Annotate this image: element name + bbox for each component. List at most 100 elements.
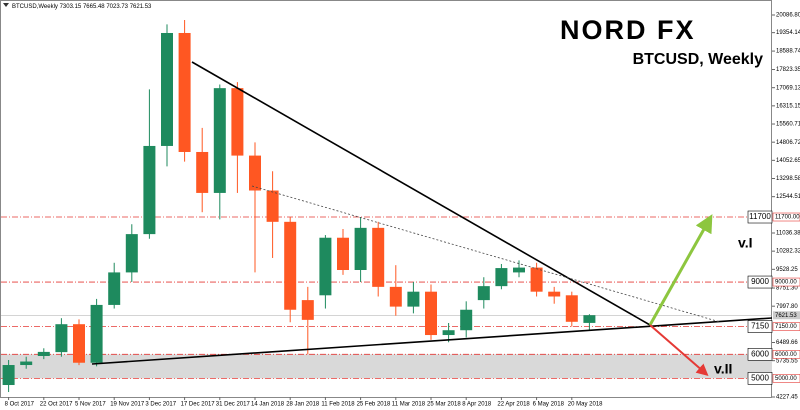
candle-body (477, 286, 490, 301)
annotation: v.I (738, 235, 753, 251)
dotted-trend (251, 185, 721, 323)
candle-body (372, 227, 385, 287)
y-tick-label: 19354.14 (776, 30, 800, 36)
y-tick-label: 20086.80 (776, 13, 800, 19)
level-axis-label: 9000.00 (775, 280, 797, 286)
candle-body (231, 88, 244, 156)
level-box-label: 7150 (751, 322, 769, 331)
axis-layer: 20086.80 19354.14 18588.74 17823.35 17069.13… (5, 13, 800, 408)
candle-body (213, 88, 226, 193)
level-box (747, 320, 773, 333)
menu-icon (3, 3, 9, 7)
x-tick-label: 31 Dec 2017 (216, 402, 251, 408)
resistance-line (191, 61, 651, 326)
candle-body (37, 351, 50, 356)
y-tick-label: 10282.32 (776, 249, 800, 255)
level-label-box (772, 350, 800, 359)
x-tick-label: 19 Nov 2017 (110, 402, 145, 408)
candle-body (125, 234, 138, 273)
x-tick-label: 8 Oct 2017 (5, 402, 35, 408)
candle-body (143, 145, 156, 235)
level-axis-label: 5000.00 (775, 376, 797, 382)
candle-body (20, 361, 33, 366)
candle-body (425, 291, 437, 336)
y-tick-label: 17823.35 (776, 67, 800, 73)
x-tick-label: 25 Mar 2018 (427, 402, 461, 408)
x-tick-label: 20 May 2018 (568, 402, 603, 408)
y-tick-label: 6489.66 (776, 340, 798, 346)
x-tick-label: 3 Dec 2017 (145, 402, 176, 408)
candle-body (337, 237, 349, 271)
y-tick-label: 13298.58 (776, 176, 800, 182)
ohlc-low: 7023.73 (106, 4, 128, 10)
y-tick-label: 14806.72 (776, 140, 800, 146)
candle-body (266, 190, 279, 222)
ohlc-close: 7621.53 (130, 4, 152, 10)
level-box (747, 275, 773, 289)
x-tick-label: 11 Feb 2018 (321, 402, 355, 408)
annotation: v.II (714, 361, 732, 377)
level-box-label: 5000 (751, 374, 769, 383)
candle-body (90, 304, 103, 363)
zone-layer (1, 354, 772, 379)
x-tick-label: 22 Apr 2018 (497, 402, 530, 408)
candle-body (301, 300, 314, 320)
level-axis-label: 6000.00 (775, 352, 797, 358)
candle-body (196, 151, 209, 193)
chart-title: BTCUSD, Weekly (633, 51, 764, 68)
y-tick-label: 18588.74 (776, 49, 800, 55)
level-box-label: 9000 (751, 277, 769, 286)
candle-body (407, 291, 420, 307)
x-tick-label: 25 Feb 2018 (357, 402, 391, 408)
level-box (747, 210, 773, 224)
y-tick-label: 9528.25 (776, 267, 798, 273)
last-price-box (773, 311, 800, 320)
level-label-box (772, 277, 800, 287)
y-tick-label: 16315.15 (776, 103, 800, 109)
level-axis-label: 7150.00 (775, 324, 797, 330)
level-label-box (772, 322, 800, 331)
level-label-box (772, 212, 800, 222)
support-zone (1, 354, 772, 379)
candle-body (548, 291, 561, 297)
x-tick-label: 17 Dec 2017 (181, 402, 216, 408)
candle-layer (2, 19, 596, 393)
plot-frame (0, 0, 772, 398)
y-tick-label: 4227.45 (776, 395, 798, 401)
ohlc-open: 7303.15 (60, 4, 82, 10)
candle-body (161, 32, 173, 146)
arrow-down (649, 324, 709, 376)
x-tick-label: 22 Oct 2017 (40, 402, 73, 408)
y-tick-label: 7997.80 (776, 304, 798, 310)
candle-body (2, 365, 15, 386)
candle-body (565, 295, 578, 322)
level-label-box (772, 374, 800, 383)
level-axis-label: 11700.00 (775, 215, 800, 221)
y-tick-label: 17069.13 (776, 85, 800, 91)
y-tick-label: 15560.71 (776, 122, 800, 128)
y-tick-label: 14052.65 (776, 158, 800, 164)
arrow-up (648, 214, 713, 326)
y-tick-label: 5735.55 (776, 358, 798, 364)
candle-body (319, 237, 332, 296)
level-box (747, 372, 773, 385)
header-info: BTCUSD,Weekly 7303.15 7665.48 7023.73 76… (12, 4, 152, 10)
candle-body (108, 272, 121, 305)
candle-body (178, 32, 191, 152)
candle-body (55, 324, 68, 353)
x-tick-label: 6 May 2018 (533, 402, 565, 408)
candle-body (389, 286, 402, 307)
candle-body (249, 155, 261, 191)
y-tick-label: 8751.30 (776, 286, 798, 292)
candle-body (530, 267, 543, 292)
y-tick-label: 12544.51 (776, 194, 800, 200)
brand-logo: NORD FX (560, 15, 696, 45)
ohlc-high: 7665.48 (83, 4, 105, 10)
last-price-label: 7621.53 (775, 313, 797, 319)
candle-body (284, 221, 297, 310)
candle-body (495, 268, 508, 287)
x-tick-label: 11 Mar 2018 (392, 402, 426, 408)
x-tick-label: 14 Jan 2018 (251, 402, 285, 408)
x-tick-label: 5 Nov 2017 (75, 402, 106, 408)
